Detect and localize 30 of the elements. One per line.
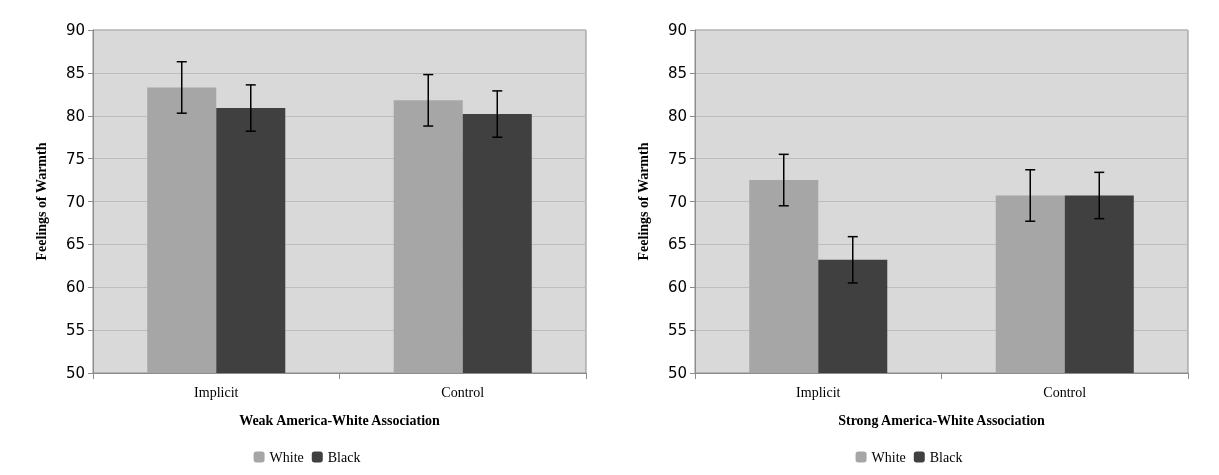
y-tick-label: 60 — [667, 278, 687, 297]
x-axis-title: Strong America-White Association — [838, 412, 1046, 428]
y-tick-label: 55 — [667, 321, 687, 340]
legend-label: White — [269, 449, 304, 465]
y-tick-label: 90 — [667, 21, 687, 39]
x-tick-label: Implicit — [194, 384, 239, 400]
y-tick-label: 65 — [65, 235, 85, 254]
y-tick-label: 75 — [65, 149, 85, 168]
y-tick-label: 80 — [65, 106, 85, 125]
legend-label: White — [871, 449, 906, 465]
legend-label: Black — [327, 449, 361, 465]
y-tick-label: 70 — [65, 192, 85, 211]
y-axis-title: Feelings of Warmth — [33, 142, 49, 261]
x-tick-label: Implicit — [796, 384, 841, 400]
y-tick-label: 75 — [667, 149, 687, 168]
y-axis-title: Feelings of Warmth — [635, 142, 651, 261]
y-tick-label: 85 — [65, 63, 85, 82]
y-tick-label: 55 — [65, 321, 85, 340]
y-tick-label: 50 — [65, 364, 85, 382]
legend-label: Black — [929, 449, 963, 465]
x-tick-label: Control — [441, 384, 485, 400]
y-tick-label: 85 — [667, 63, 687, 82]
x-tick-label: Control — [1043, 384, 1087, 400]
y-tick-label: 50 — [667, 364, 687, 382]
y-tick-label: 80 — [667, 106, 687, 125]
y-tick-label: 60 — [65, 278, 85, 297]
y-tick-label: 90 — [65, 21, 85, 39]
y-tick-label: 65 — [667, 235, 687, 254]
y-tick-label: 70 — [667, 192, 687, 211]
x-axis-title: Weak America-White Association — [239, 412, 441, 428]
